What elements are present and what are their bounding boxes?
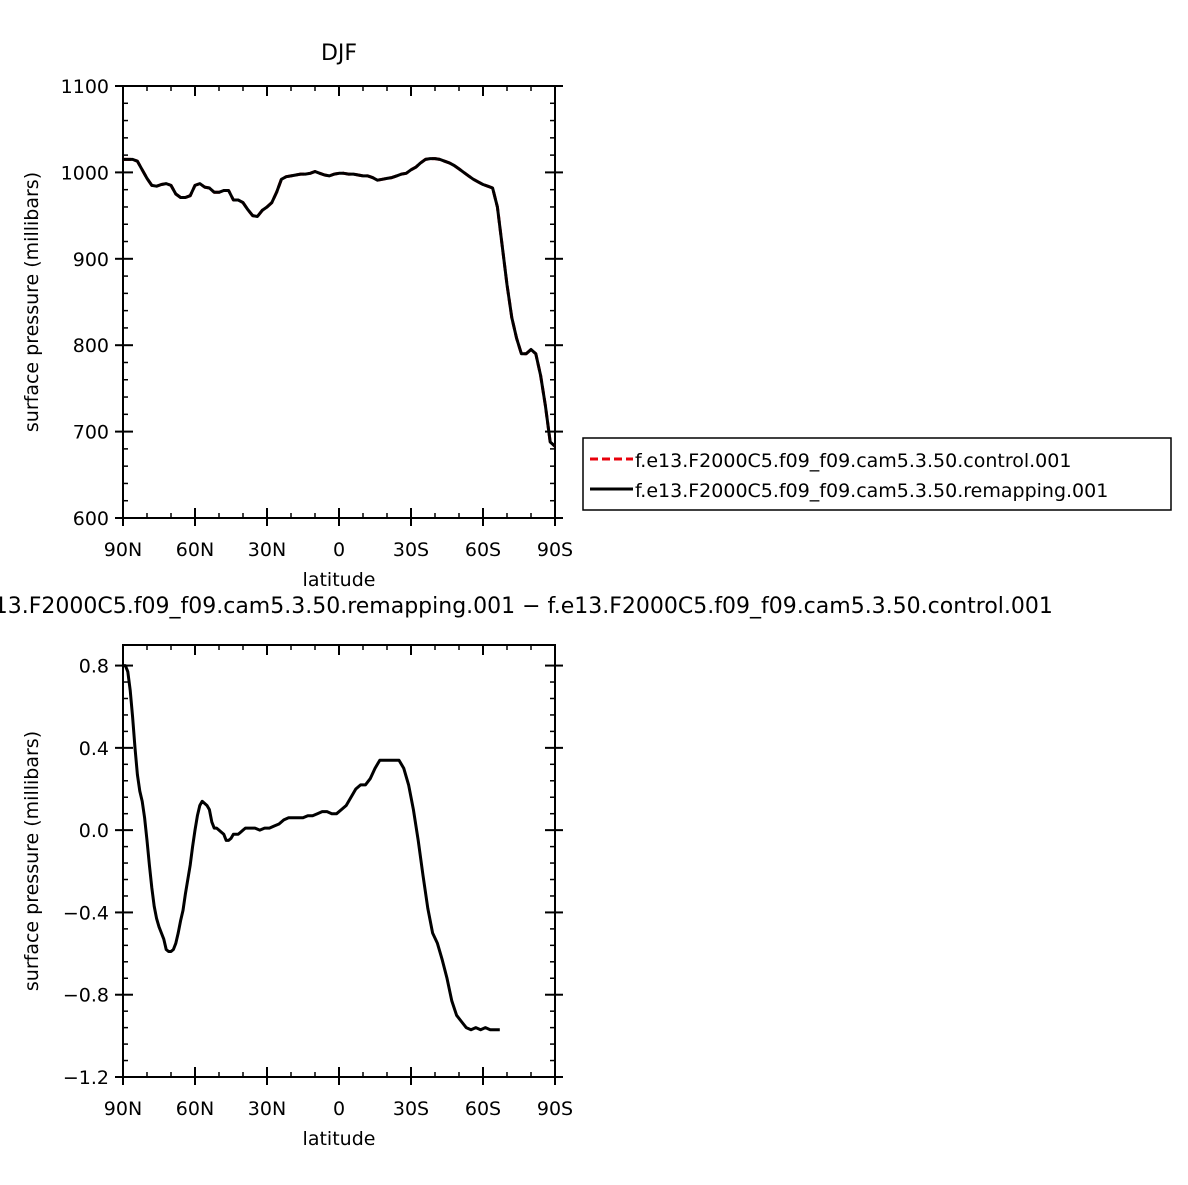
x-tick-label: 30S: [393, 539, 429, 561]
x-tick-label: 30N: [248, 539, 286, 561]
y-axis-label: surface pressure (millibars): [21, 172, 43, 432]
x-tick-label: 90N: [104, 1098, 142, 1120]
y-tick-label: 1100: [61, 76, 109, 98]
x-tick-label: 90N: [104, 539, 142, 561]
x-tick-label: 30S: [393, 1098, 429, 1120]
plot-frame: [122, 644, 556, 1078]
chart-title: f.e13.F2000C5.f09_f09.cam5.3.50.remappin…: [0, 594, 1053, 619]
x-tick-label: 90S: [537, 1098, 573, 1120]
y-axis-label: surface pressure (millibars): [21, 731, 43, 991]
x-tick-label: 60N: [176, 539, 214, 561]
legend-label: f.e13.F2000C5.f09_f09.cam5.3.50.remappin…: [635, 480, 1108, 502]
x-tick-label: 60S: [465, 1098, 501, 1120]
y-tick-label: 0.8: [79, 656, 109, 678]
x-tick-label: 60S: [465, 539, 501, 561]
y-tick-label: −0.4: [63, 902, 109, 924]
y-tick-label: −1.2: [63, 1067, 109, 1089]
y-tick-label: 1000: [61, 162, 109, 184]
series-line-1: [123, 157, 557, 448]
y-tick-label: −0.8: [63, 985, 109, 1007]
series-line-0: [123, 664, 500, 1032]
x-tick-label: 0: [333, 1098, 345, 1120]
series-line-0: [123, 157, 557, 448]
plot-frame: [122, 85, 556, 519]
y-tick-label: 0.4: [79, 738, 109, 760]
y-tick-label: 600: [73, 508, 109, 530]
legend-label: f.e13.F2000C5.f09_f09.cam5.3.50.control.…: [635, 450, 1071, 472]
x-axis-label: latitude: [303, 569, 376, 591]
y-tick-label: 900: [73, 249, 109, 271]
x-tick-label: 0: [333, 539, 345, 561]
x-axis-label: latitude: [303, 1128, 376, 1150]
y-tick-label: 0.0: [79, 820, 109, 842]
x-tick-label: 30N: [248, 1098, 286, 1120]
legend-box: [582, 437, 1172, 511]
chart-title: DJF: [321, 41, 357, 66]
y-tick-label: 800: [73, 335, 109, 357]
y-tick-label: 700: [73, 422, 109, 444]
x-tick-label: 60N: [176, 1098, 214, 1120]
x-tick-label: 90S: [537, 539, 573, 561]
